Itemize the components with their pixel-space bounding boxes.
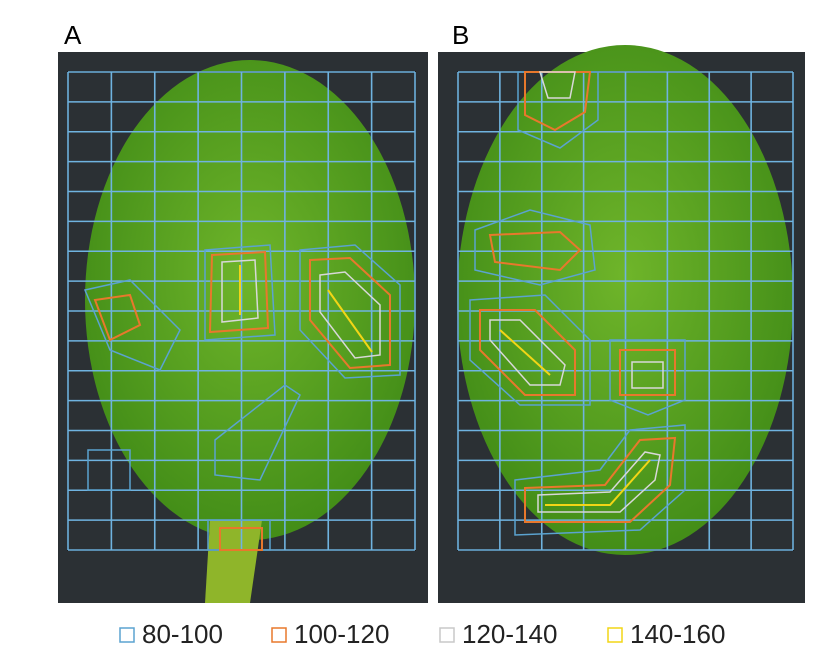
contours-b <box>469 71 686 536</box>
legend-swatch <box>119 627 135 643</box>
legend-label: 140-160 <box>630 619 725 649</box>
panel-label: B <box>452 20 469 50</box>
legend-swatch <box>607 627 623 643</box>
photo-b <box>438 45 805 603</box>
legend: 80-100 100-120 120-140 140-160 <box>119 619 725 649</box>
legend-swatch <box>439 627 455 643</box>
legend-label: 120-140 <box>462 619 557 649</box>
legend-label: 100-120 <box>294 619 389 649</box>
legend-label: 80-100 <box>142 619 223 649</box>
grids <box>67 71 794 551</box>
contours-a <box>83 244 401 551</box>
panel-label: A <box>64 20 82 50</box>
legend-swatch <box>271 627 287 643</box>
